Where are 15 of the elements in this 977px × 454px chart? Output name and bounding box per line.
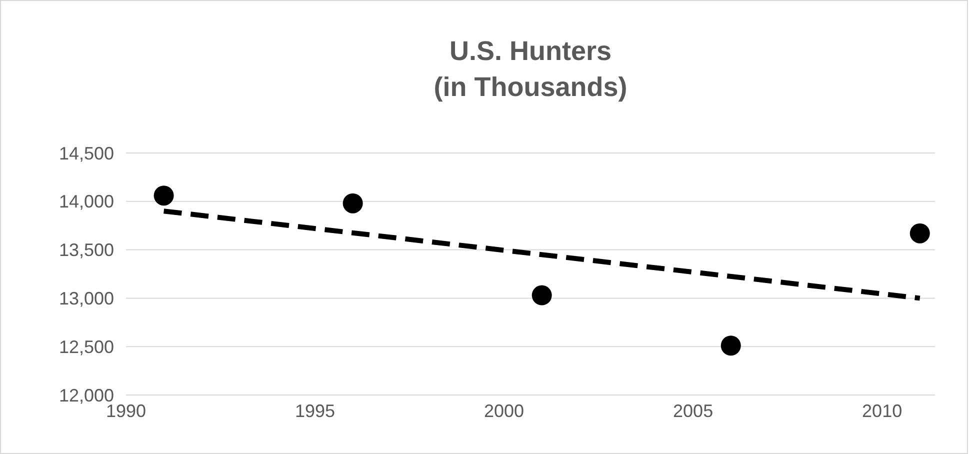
y-tick-label: 13,500 xyxy=(58,240,114,260)
y-tick-label: 12,500 xyxy=(58,336,114,357)
point xyxy=(532,285,552,306)
x-tick-label: 2010 xyxy=(862,401,902,421)
point xyxy=(342,193,363,214)
point xyxy=(910,223,930,244)
x-tick-label: 2005 xyxy=(673,401,714,421)
x-tick-label: 2000 xyxy=(484,401,524,421)
chart-title: U.S. Hunters (in Thousands) xyxy=(434,36,628,102)
x-tick-label: 1995 xyxy=(294,401,336,421)
y-tick-label: 14,000 xyxy=(58,192,114,212)
y-tick-label: 14,500 xyxy=(58,143,114,164)
point xyxy=(154,186,174,206)
point xyxy=(720,336,741,356)
y-tick-label: 13,000 xyxy=(58,288,114,308)
